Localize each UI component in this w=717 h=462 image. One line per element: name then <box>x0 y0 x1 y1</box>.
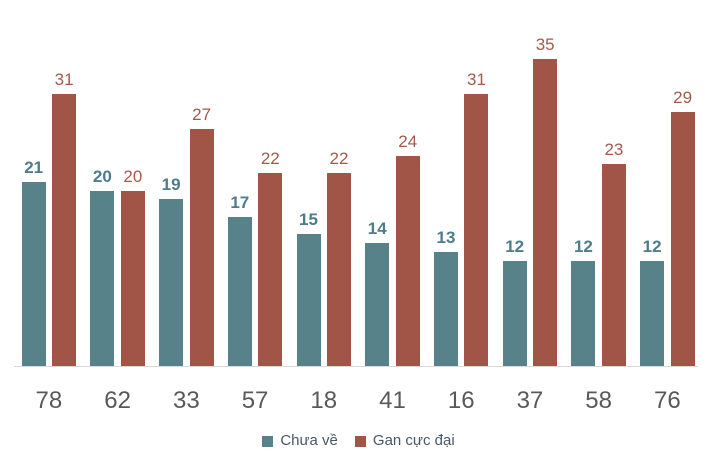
x-axis-label: 76 <box>654 387 681 414</box>
bar <box>120 191 145 366</box>
legend-item-chua-ve: Chưa về <box>262 432 338 450</box>
bar <box>189 129 214 366</box>
x-axis-label: 57 <box>241 387 269 414</box>
value-label: 35 <box>535 35 555 54</box>
bar <box>21 182 46 366</box>
legend: Chưa về Gan cực đại <box>0 429 717 453</box>
bar <box>395 156 420 366</box>
x-axis-label: 18 <box>310 387 338 414</box>
value-label: 12 <box>505 237 525 256</box>
x-axis-label: 62 <box>104 387 131 414</box>
bar <box>327 173 352 366</box>
bar <box>52 94 77 366</box>
value-label: 24 <box>398 132 418 151</box>
value-label: 31 <box>467 70 486 89</box>
bar <box>296 234 321 366</box>
value-label: 22 <box>329 149 349 168</box>
value-label: 17 <box>230 193 250 212</box>
x-axis-label: 33 <box>172 387 200 414</box>
value-label: 23 <box>604 140 624 159</box>
value-label: 13 <box>436 228 456 247</box>
value-label: 21 <box>24 158 44 177</box>
value-label: 29 <box>673 88 693 107</box>
x-axis-label: 58 <box>585 387 612 414</box>
plot-area: 21 31 20 20 19 27 17 22 15 22 14 24 13 31 12 35 12 23 12 29 <box>14 0 698 367</box>
x-axis-label: 78 <box>35 387 63 414</box>
value-label: 19 <box>161 175 181 194</box>
bar <box>640 261 665 366</box>
legend-label: Gan cực đại <box>372 432 455 449</box>
bar <box>159 199 184 366</box>
value-label: 12 <box>573 237 593 256</box>
x-axis: 78 62 33 57 18 41 16 37 58 76 <box>14 386 698 418</box>
bar <box>90 191 115 366</box>
x-axis-label: 41 <box>379 387 406 414</box>
x-axis-label: 37 <box>516 387 544 414</box>
bar <box>365 243 390 366</box>
value-label: 12 <box>642 237 662 256</box>
legend-swatch-gan-cuc-dai <box>354 435 366 447</box>
value-label: 20 <box>123 167 143 186</box>
bar <box>258 173 283 366</box>
bar <box>533 59 558 366</box>
value-label: 22 <box>260 149 280 168</box>
bar <box>670 112 695 366</box>
bar <box>601 164 626 366</box>
bar <box>502 261 527 366</box>
x-axis-label: 16 <box>447 387 475 414</box>
legend-swatch-chua-ve <box>262 435 274 447</box>
value-label: 31 <box>54 70 74 89</box>
bar <box>571 261 596 366</box>
bar <box>433 252 458 366</box>
value-label: 20 <box>92 167 112 186</box>
value-label: 27 <box>192 105 212 124</box>
legend-label: Chưa về <box>280 432 338 449</box>
bar <box>227 217 252 366</box>
value-label: 14 <box>367 219 387 238</box>
value-label: 15 <box>299 210 318 229</box>
bar <box>464 94 489 366</box>
legend-item-gan-cuc-dai: Gan cực đại <box>354 432 455 450</box>
